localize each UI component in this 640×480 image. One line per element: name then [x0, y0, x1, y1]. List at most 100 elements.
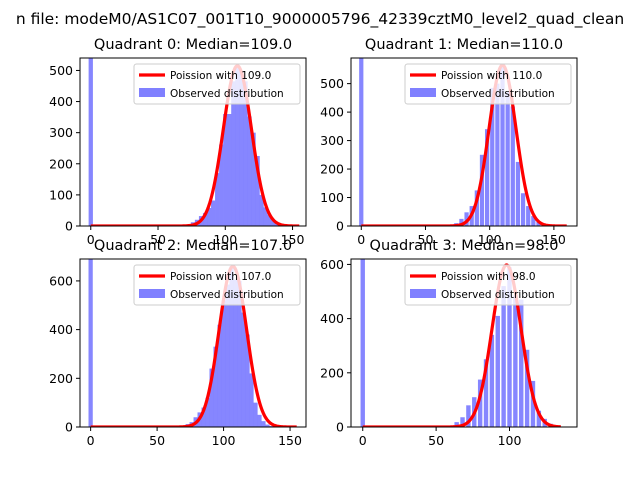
figure-suptitle: n file: modeM0/AS1C07_001T10_9000005796_… — [16, 10, 624, 29]
hist-bar — [464, 212, 469, 226]
hist-bar — [229, 266, 234, 427]
hist-bar — [223, 114, 228, 226]
legend-box — [133, 264, 301, 306]
hist-bar — [454, 422, 459, 427]
hist-bar — [265, 424, 270, 427]
legend-line-label: Poission with 98.0 — [441, 271, 536, 283]
poisson-line — [361, 263, 562, 427]
hist-bar — [257, 414, 262, 427]
axes-frame — [79, 57, 307, 227]
y-tick-label: 400 — [320, 311, 344, 326]
axes-frame — [79, 258, 307, 428]
x-tick-label: 0 — [359, 433, 367, 448]
hist-bar — [245, 334, 250, 427]
hist-bar — [484, 129, 490, 226]
legend-bar-label: Observed distribution — [441, 289, 555, 301]
panel-title: Quadrant 2: Median=107.0 — [94, 238, 292, 254]
hist-bar — [530, 380, 536, 427]
legend-bar-label: Observed distribution — [441, 88, 555, 100]
hist-bar — [490, 87, 495, 226]
hist-bar — [227, 114, 232, 226]
x-tick-label: 50 — [150, 232, 166, 247]
x-tick-label: 0 — [87, 232, 95, 247]
x-tick-label: 0 — [87, 433, 95, 448]
y-tick-label: 200 — [320, 162, 344, 177]
panel-title: Quadrant 1: Median=110.0 — [365, 37, 563, 53]
hist-bar — [247, 116, 252, 226]
hist-bar — [211, 200, 216, 226]
hist-bar — [489, 334, 495, 427]
poisson-line — [89, 264, 298, 427]
panel-2: 0 50 100 150 0 200 400 600 Poission with 107.0 Ob… — [49, 238, 307, 448]
hist-bar — [255, 156, 260, 226]
hist-bar — [249, 373, 254, 427]
axes-frame — [350, 57, 578, 227]
hist-bar — [206, 207, 212, 226]
hist-bar — [360, 259, 365, 427]
legend-bar-label: Observed distribution — [170, 88, 284, 100]
hist-bar — [235, 65, 240, 226]
panel-3: 0 50 100 0 200 400 600 Poission with 98.0 Observ… — [320, 238, 578, 448]
x-tick-label: 100 — [498, 433, 522, 448]
hist-bar — [515, 161, 521, 226]
y-tick-label: 300 — [320, 133, 344, 148]
legend-bar-swatch — [410, 289, 436, 298]
hist-bar — [225, 284, 230, 427]
hist-bar — [209, 368, 214, 427]
hist-bar — [520, 193, 526, 226]
y-tick-label: 200 — [49, 156, 73, 171]
hist-bar — [239, 72, 244, 226]
hist-bar — [460, 417, 465, 427]
legend-line-label: Poission with 109.0 — [170, 70, 271, 82]
plot-area — [359, 58, 568, 226]
hist-bar — [359, 58, 364, 226]
y-tick-label: 100 — [49, 187, 73, 202]
hist-bar — [237, 280, 242, 427]
x-tick-label: 100 — [213, 232, 237, 247]
y-tick-label: 300 — [49, 125, 73, 140]
y-tick-label: 600 — [320, 257, 344, 272]
x-tick-label: 50 — [418, 232, 434, 247]
legend-line-label: Poission with 110.0 — [441, 70, 542, 82]
legend-box — [404, 264, 572, 306]
poisson-line — [89, 64, 301, 226]
hist-bar — [531, 216, 536, 226]
hist-bar — [217, 324, 222, 427]
y-tick-label: 500 — [49, 63, 73, 78]
hist-bar — [201, 407, 206, 427]
hist-bar — [241, 312, 246, 427]
y-tick-label: 0 — [336, 420, 344, 435]
plot-area — [88, 259, 298, 427]
hist-bar — [233, 279, 238, 427]
hist-bar — [259, 194, 264, 226]
panel-title: Quadrant 0: Median=109.0 — [94, 37, 292, 53]
y-tick-label: 200 — [320, 365, 344, 380]
hist-bar — [500, 66, 505, 226]
x-tick-label: 100 — [478, 232, 502, 247]
poisson-line — [360, 63, 568, 226]
hist-bar — [526, 206, 531, 226]
x-tick-label: 50 — [149, 433, 165, 448]
hist-bar — [466, 405, 471, 427]
hist-bar — [495, 315, 500, 427]
legend-box — [133, 63, 301, 105]
x-tick-label: 150 — [281, 232, 305, 247]
hist-bar — [88, 58, 93, 226]
hist-bar — [219, 144, 224, 226]
hist-bar — [459, 218, 464, 226]
hist-bar — [510, 106, 515, 226]
legend-bar-swatch — [139, 88, 165, 97]
hist-bar — [243, 81, 248, 226]
hist-bar — [536, 222, 541, 226]
hist-bar — [88, 259, 93, 427]
y-tick-label: 400 — [49, 322, 73, 337]
hist-bar — [202, 212, 208, 226]
hist-bar — [513, 295, 518, 427]
hist-bar — [483, 359, 489, 427]
legend-bar-swatch — [410, 88, 436, 97]
hist-bar — [479, 154, 485, 226]
hist-bar — [477, 379, 483, 427]
panel-title: Quadrant 3: Median=98.0 — [370, 238, 559, 254]
x-tick-label: 50 — [428, 433, 444, 448]
